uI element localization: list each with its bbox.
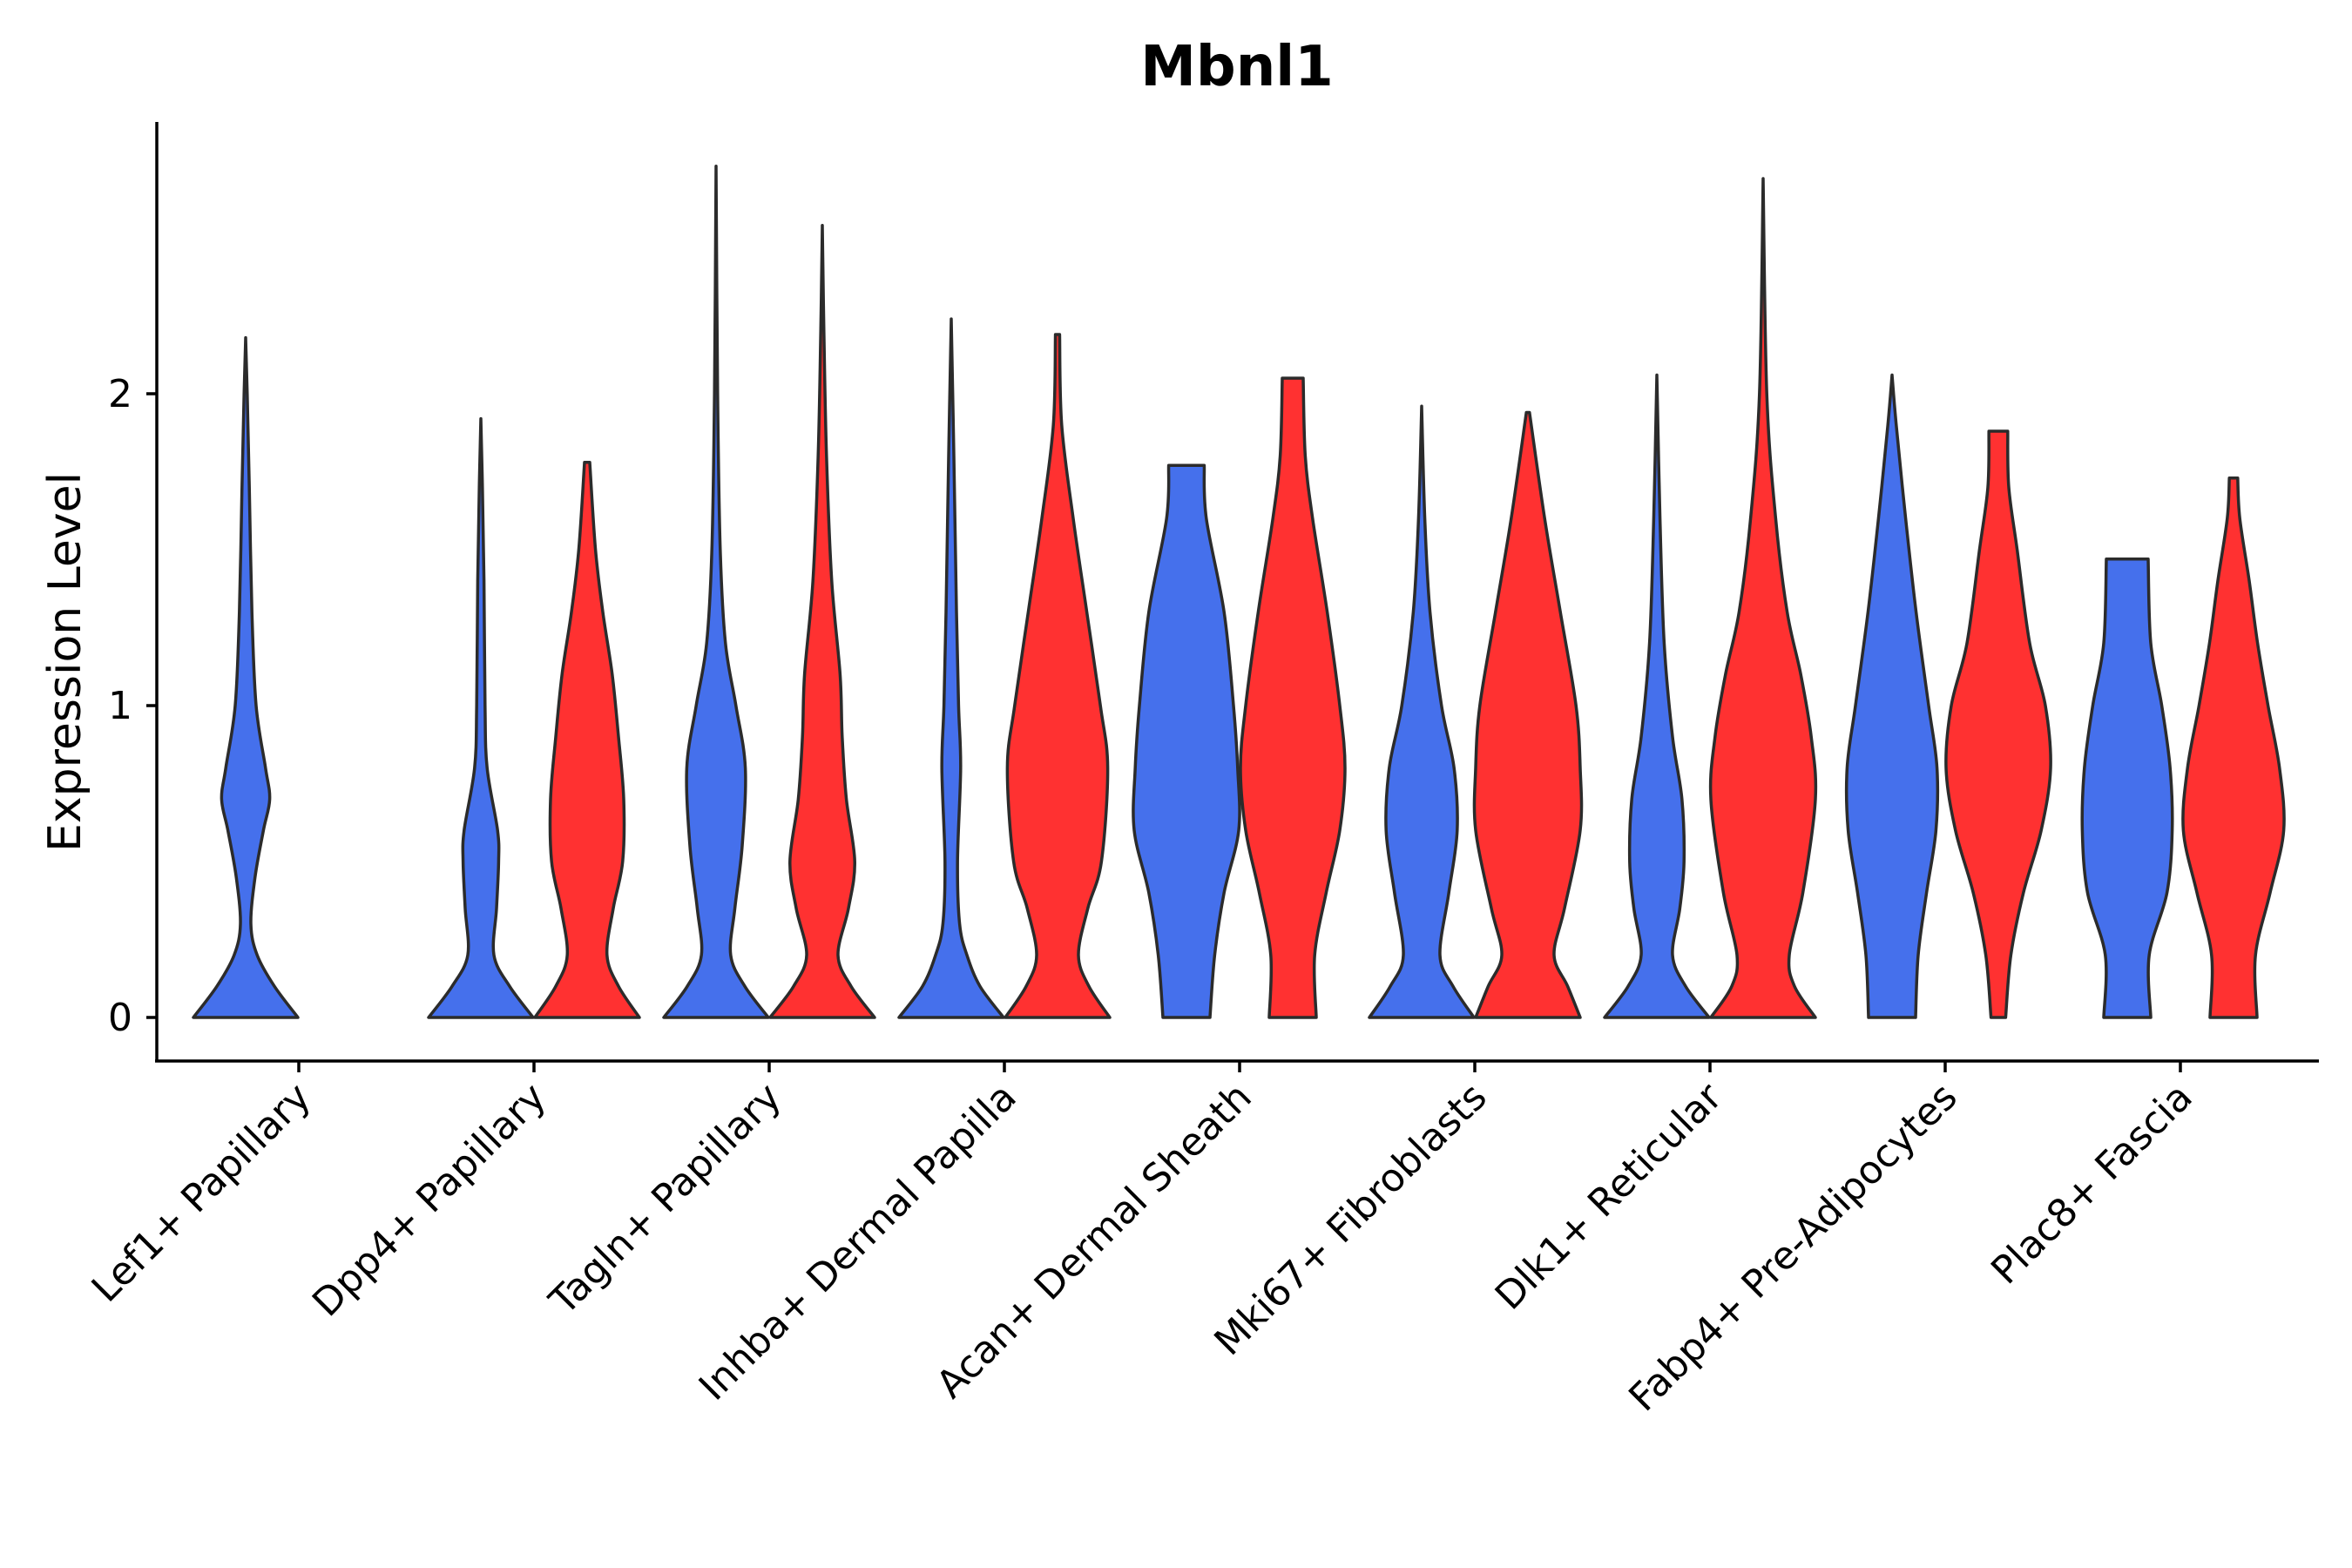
violin-1-mki67-fibroblasts: [1368, 404, 1476, 1019]
violin-2-tagln-papillary: [768, 223, 876, 1019]
x-tick-label: Dlk1+ Reticular: [1487, 1074, 1732, 1319]
violin-2-inhba-dermal-papilla: [1004, 333, 1112, 1019]
y-tick-label: 1: [108, 684, 132, 728]
violin-1-lef1-papillary: [192, 335, 300, 1019]
x-tick-label: Lef1+ Papillary: [84, 1075, 320, 1311]
violin-1-acan-dermal-sheath: [1132, 463, 1241, 1019]
violin-1-plac8-fascia: [2080, 557, 2174, 1019]
violin-2-plac8-fascia: [2181, 476, 2286, 1019]
violin-2-mki67-fibroblasts: [1472, 410, 1584, 1019]
violins-layer: [192, 164, 2286, 1019]
x-tick-label: Plac8+ Fascia: [1983, 1075, 2201, 1294]
violin-2-acan-dermal-sheath: [1239, 376, 1347, 1019]
x-tick-label: Tagln+ Papillary: [541, 1075, 790, 1324]
violin-1-fabp4-pre-adipocytes: [1844, 373, 1940, 1019]
violin-1-tagln-papillary: [662, 164, 770, 1019]
chart-title: Mbnl1: [1140, 35, 1334, 99]
y-ticks: 0 1 2: [108, 372, 157, 1040]
x-tick-label: Mki67+ Fibroblasts: [1206, 1075, 1495, 1364]
y-tick-label: 2: [108, 372, 132, 416]
violin-1-dlk1-reticular: [1603, 373, 1711, 1019]
violin-2-dlk1-reticular: [1708, 177, 1818, 1019]
violin-2-fabp4-pre-adipocytes: [1944, 429, 2052, 1019]
y-tick-label: 0: [108, 996, 132, 1040]
x-tick-label: Dpp4+ Papillary: [304, 1075, 555, 1326]
violin-1-dpp4-papillary: [427, 416, 535, 1019]
violin-2-dpp4-papillary: [533, 461, 641, 1019]
violin-1-inhba-dermal-papilla: [897, 317, 1005, 1019]
y-axis-label: Expression Level: [39, 472, 91, 852]
